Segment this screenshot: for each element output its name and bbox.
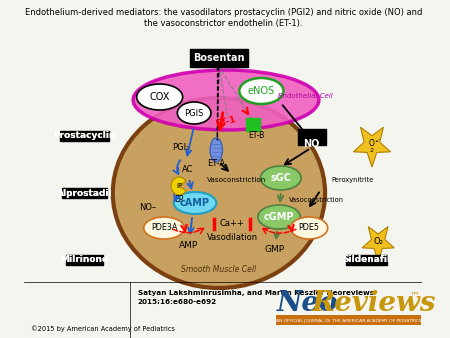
Text: Neo: Neo [276, 290, 338, 317]
Bar [276, 315, 421, 325]
Text: AN OFFICIAL JOURNAL OF THE AMERICAN ACADEMY OF PEDIATRICS: AN OFFICIAL JOURNAL OF THE AMERICAN ACAD… [276, 319, 422, 323]
Text: Reviews: Reviews [312, 290, 436, 317]
Text: Vasoconstriction: Vasoconstriction [207, 177, 266, 183]
Polygon shape [353, 127, 391, 167]
Text: cAMP: cAMP [180, 198, 210, 208]
Text: Smooth Muscle Cell: Smooth Muscle Cell [181, 266, 256, 274]
Ellipse shape [239, 78, 284, 104]
Text: ET-B: ET-B [248, 130, 264, 140]
Bar [254, 118, 261, 131]
Text: Sildenafil: Sildenafil [342, 256, 391, 265]
Text: PDE3A: PDE3A [151, 223, 177, 233]
Text: EP: EP [175, 194, 184, 203]
FancyBboxPatch shape [62, 188, 107, 198]
FancyBboxPatch shape [60, 131, 108, 141]
Text: ET-A: ET-A [207, 159, 225, 168]
Polygon shape [362, 226, 394, 261]
Text: NO: NO [304, 139, 320, 149]
Ellipse shape [177, 102, 211, 124]
FancyBboxPatch shape [190, 49, 248, 67]
Text: O₂: O₂ [373, 238, 383, 246]
Text: NO–: NO– [140, 203, 157, 213]
Text: Ca++: Ca++ [220, 219, 244, 228]
Text: Milrinone: Milrinone [60, 256, 108, 265]
Text: eNOS: eNOS [248, 86, 275, 96]
Text: PDE5: PDE5 [299, 223, 320, 233]
Text: PGI₂: PGI₂ [172, 144, 189, 152]
Text: 2015;16:e680-e692: 2015;16:e680-e692 [138, 299, 217, 305]
Text: cGMP: cGMP [264, 212, 294, 222]
Ellipse shape [258, 205, 300, 229]
Text: Vasoconstriction: Vasoconstriction [289, 197, 344, 203]
Text: Sildenafil: Sildenafil [342, 256, 391, 265]
Text: Peroxynitrite: Peroxynitrite [331, 177, 374, 183]
FancyBboxPatch shape [297, 129, 326, 145]
Text: Alprostadil: Alprostadil [57, 189, 112, 197]
Text: AMP: AMP [179, 241, 198, 249]
Text: ©2015 by American Academy of Pediatrics: ©2015 by American Academy of Pediatrics [32, 325, 175, 332]
Text: ET-1: ET-1 [215, 115, 237, 129]
Ellipse shape [133, 70, 319, 130]
Text: O: O [369, 139, 375, 147]
FancyBboxPatch shape [66, 255, 103, 265]
Text: sGC: sGC [270, 173, 291, 183]
Text: Alprostadil: Alprostadil [57, 189, 112, 197]
Text: •⁻: •⁻ [374, 139, 381, 144]
Ellipse shape [174, 192, 216, 214]
Text: COX: COX [149, 92, 170, 102]
Text: Milrinone: Milrinone [60, 256, 108, 265]
Text: Vasodilation: Vasodilation [207, 233, 258, 241]
Ellipse shape [137, 84, 183, 110]
Text: Prostacyclin: Prostacyclin [53, 131, 116, 141]
Text: AC: AC [182, 166, 194, 174]
Text: PGIS: PGIS [184, 108, 204, 118]
Text: GMP: GMP [265, 245, 285, 255]
Ellipse shape [210, 138, 222, 162]
Bar [246, 118, 252, 131]
Text: Endothelial Cell: Endothelial Cell [278, 93, 333, 99]
Ellipse shape [113, 98, 325, 288]
Text: 2: 2 [370, 147, 374, 152]
Text: ™: ™ [409, 290, 419, 300]
Ellipse shape [144, 217, 184, 239]
Text: Endothelium-derived mediators: the vasodilators prostacyclin (PGI2) and nitric o: Endothelium-derived mediators: the vasod… [25, 8, 422, 17]
Wedge shape [171, 177, 186, 195]
Text: Prostacyclin: Prostacyclin [53, 131, 116, 141]
FancyBboxPatch shape [346, 255, 387, 265]
Text: Satyan Lakshminrusimha, and Martin Keszler Neoreviews: Satyan Lakshminrusimha, and Martin Keszl… [138, 290, 374, 296]
Text: Bosentan: Bosentan [193, 53, 245, 63]
Ellipse shape [291, 217, 328, 239]
Ellipse shape [261, 166, 301, 190]
Text: the vasoconstrictor endothelin (ET-1).: the vasoconstrictor endothelin (ET-1). [144, 19, 302, 28]
Text: IP: IP [176, 183, 182, 189]
